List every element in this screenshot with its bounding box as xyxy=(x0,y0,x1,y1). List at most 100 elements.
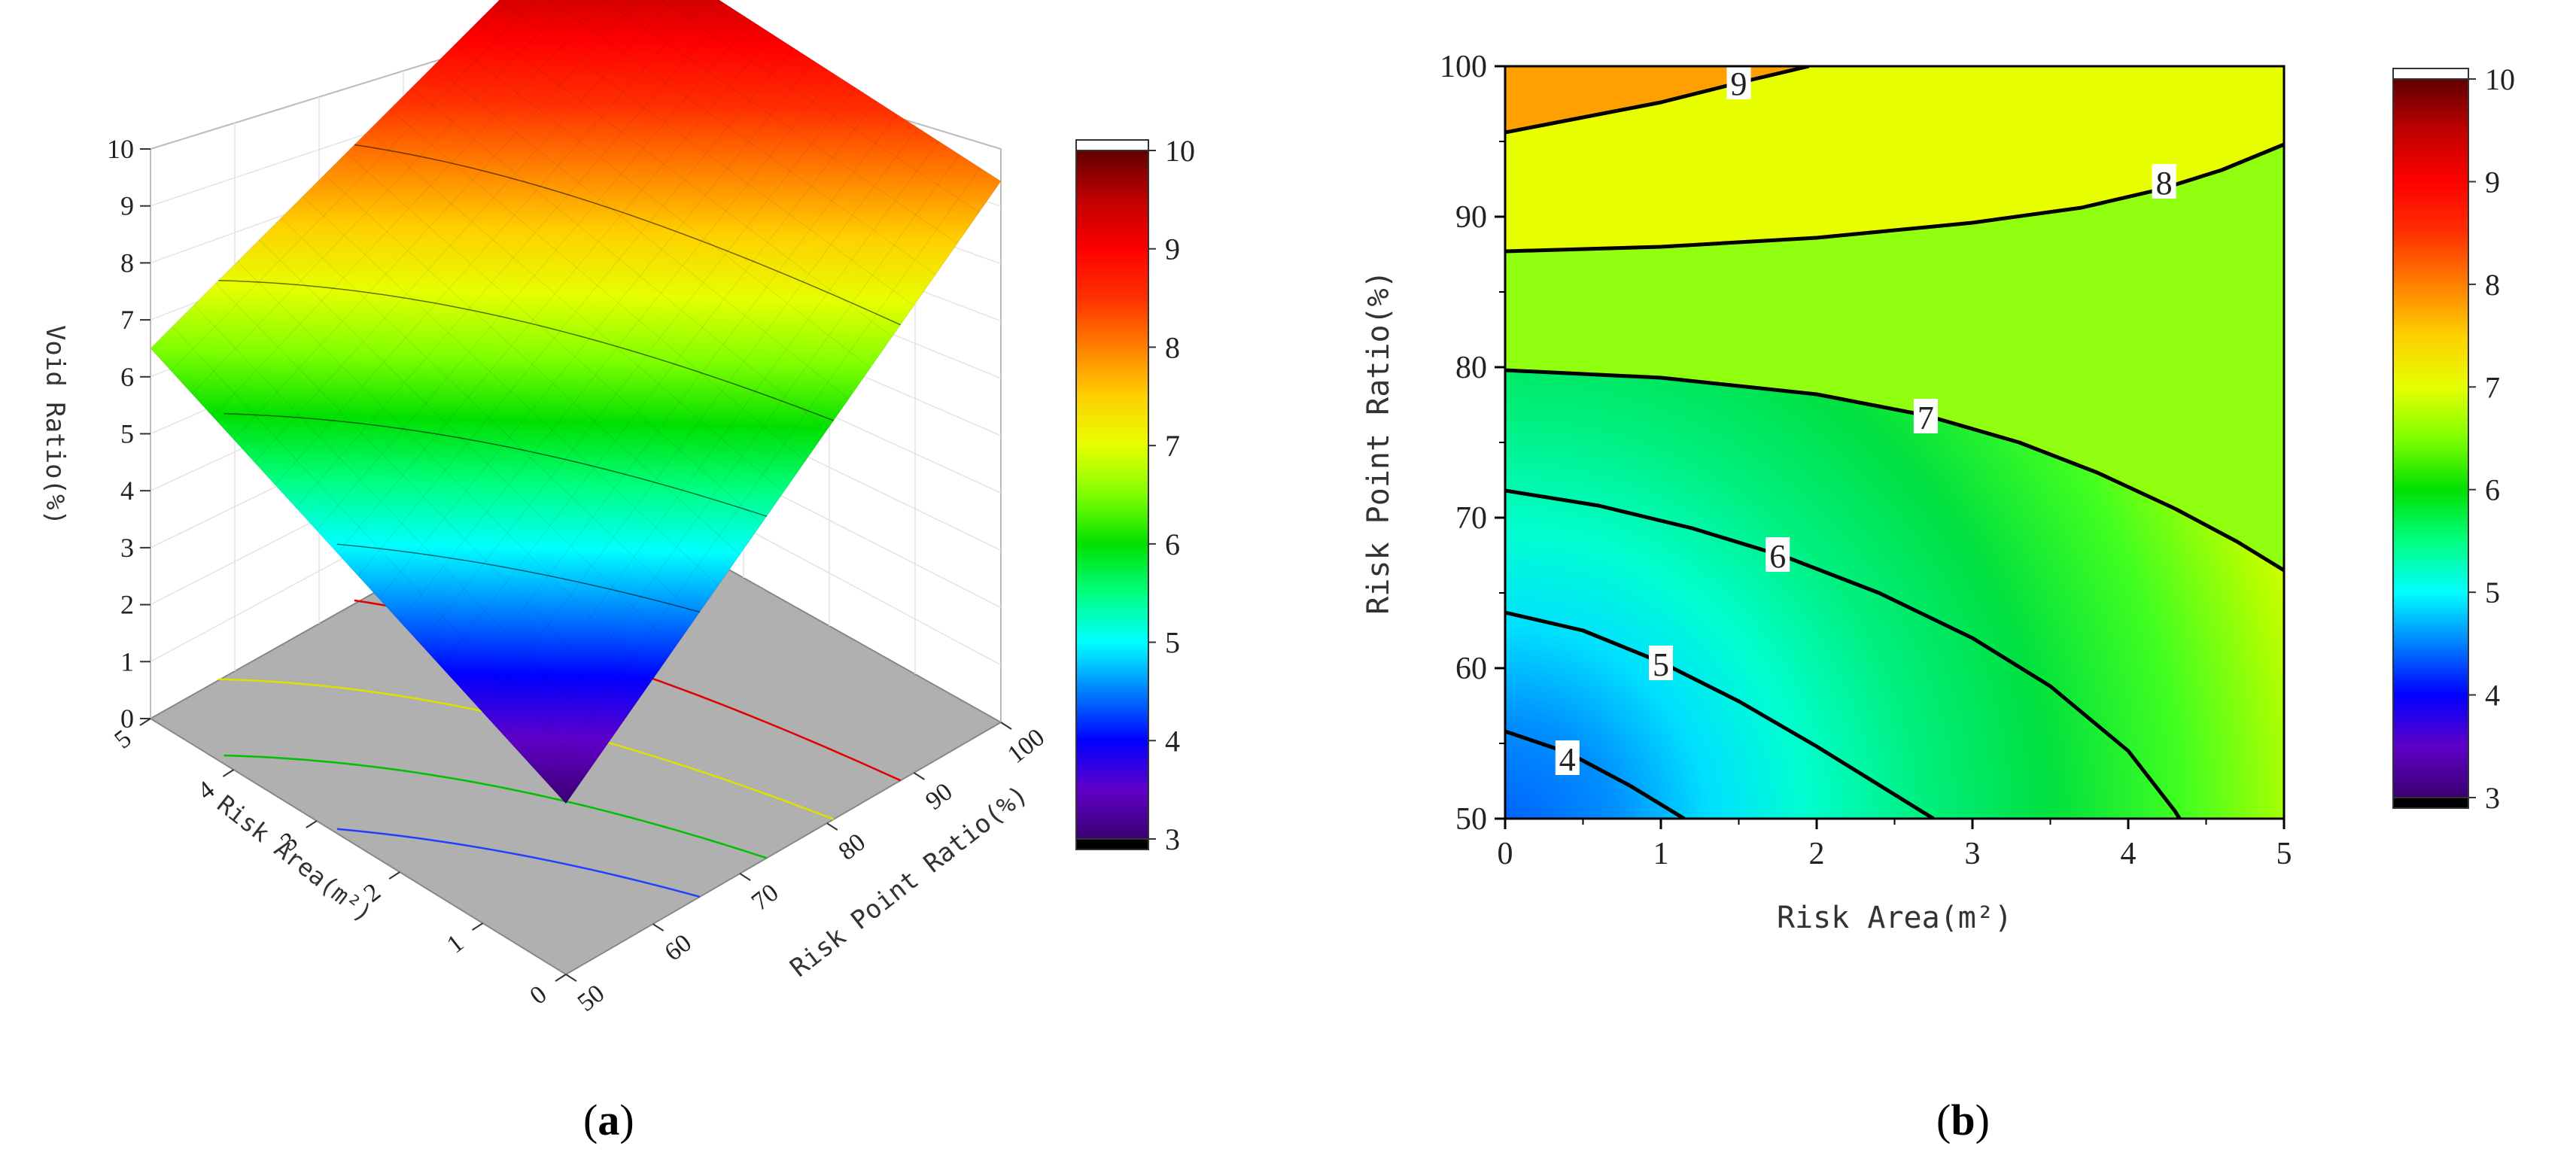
contour-colorbar: 3 4 5 6 7 8 9 10 xyxy=(2392,62,2515,815)
contour-label-9: 9 xyxy=(1731,65,1747,102)
y-tick-mark xyxy=(913,772,925,780)
surface-mesh-line xyxy=(420,87,856,645)
y-tick-mark xyxy=(652,923,665,932)
x-tick-label: 4 xyxy=(193,776,220,806)
colorbar-tick-label: 10 xyxy=(1165,134,1195,168)
y-tick-mark xyxy=(826,822,838,831)
x-tick-mark xyxy=(472,922,484,931)
z-tick-label: 3 xyxy=(120,533,134,563)
surface-patch xyxy=(151,0,1001,804)
y-tick-label: 70 xyxy=(747,879,784,916)
contour-label-bg xyxy=(1555,740,1580,775)
surface-mesh-line xyxy=(498,0,914,306)
x-tick-label: 4 xyxy=(2121,837,2137,871)
z-tick-label: 2 xyxy=(120,590,134,620)
surface-mesh-line xyxy=(233,0,640,440)
surface-contour-line xyxy=(336,543,701,613)
y-tick-label: 100 xyxy=(1002,723,1050,769)
surface-colorbar: 3 4 5 6 7 8 9 10 xyxy=(1075,134,1195,856)
surface-contour-line xyxy=(354,144,901,326)
surface-mesh-line xyxy=(254,0,673,463)
contour-label-8: 8 xyxy=(2156,165,2173,202)
contour-label-6: 6 xyxy=(1769,538,1786,575)
y-tick-mark xyxy=(565,974,577,982)
colorbar-overflow-cap xyxy=(1075,139,1149,151)
x-tick-label: 5 xyxy=(2276,837,2292,871)
surface-mesh-line xyxy=(718,0,1002,182)
surface-mesh-line xyxy=(399,74,835,622)
surface-mesh-line xyxy=(193,304,610,742)
z-tick-label: 7 xyxy=(120,305,134,335)
colorbar-tick-label: 7 xyxy=(1165,429,1180,463)
y-tick-label: 60 xyxy=(1455,652,1487,686)
y-tick-label: 90 xyxy=(920,778,958,816)
colorbar-tick-label: 10 xyxy=(2485,62,2515,96)
colorbar-bar xyxy=(2392,78,2469,798)
contour-level-labels: 4 5 6 7 8 9 xyxy=(1555,65,2176,778)
surface-mesh-line xyxy=(482,127,919,713)
colorbar-bar xyxy=(1075,150,1149,840)
colorbar-tick-label: 6 xyxy=(2485,473,2500,507)
surface-mesh-line xyxy=(603,0,958,244)
contour-label-7: 7 xyxy=(1918,400,1934,436)
contour-label-4: 4 xyxy=(1559,741,1576,778)
surface-mesh-line xyxy=(433,65,850,400)
colorbar-tick-label: 8 xyxy=(2485,268,2500,302)
y-tick-mark xyxy=(1000,722,1012,730)
surface-mesh-line xyxy=(345,152,762,524)
surface-mesh-line xyxy=(357,47,794,576)
x-tick-label: 0 xyxy=(1498,837,1513,871)
x-tick-label: 1 xyxy=(442,929,469,959)
x-tick-mark xyxy=(139,718,151,726)
surface-mesh-line xyxy=(150,348,567,804)
surface-mesh-line xyxy=(524,154,960,758)
z-tick-label: 8 xyxy=(120,248,134,278)
y-tick-label: 60 xyxy=(659,929,697,967)
y-tick-label: 80 xyxy=(1455,351,1487,385)
contour-line-5 xyxy=(1505,610,1935,819)
contour-label-bg xyxy=(1913,399,1938,433)
surface-mesh-line xyxy=(212,0,606,418)
x-tick-label: 1 xyxy=(1653,837,1669,871)
surface-mesh-line xyxy=(476,22,893,338)
x-tick-mark xyxy=(222,769,234,777)
colorbar-underflow-cap xyxy=(2392,797,2469,809)
colorbar-overflow-cap xyxy=(2392,68,2469,80)
surface-mesh-line xyxy=(324,174,741,555)
contour-label-bg xyxy=(1649,646,1673,680)
surface-z-axis-label: Void Ratio(%) xyxy=(40,325,70,525)
surface-mesh-line xyxy=(171,0,536,372)
x-tick-mark xyxy=(555,974,567,982)
y-tick-label: 50 xyxy=(573,980,610,1017)
colorbar-tick-label: 5 xyxy=(2485,576,2500,609)
contour-label-5: 5 xyxy=(1653,646,1669,683)
surface-mesh-line xyxy=(455,44,871,369)
floor-contour-line xyxy=(336,828,701,898)
surface-mesh-line xyxy=(549,0,936,275)
y-tick-label: 80 xyxy=(834,828,871,866)
colorbar-tick-label: 7 xyxy=(2485,370,2500,404)
surface-contour-line xyxy=(224,413,768,517)
z-tick-label: 1 xyxy=(120,646,134,676)
contour-lines xyxy=(1505,66,2284,819)
surface-mesh-line xyxy=(275,0,706,485)
colorbar-tick-label: 4 xyxy=(2485,679,2500,713)
surface-mesh-line xyxy=(379,60,814,599)
colorbar-tick-label: 5 xyxy=(1165,626,1180,660)
contour-line-7 xyxy=(1505,368,2284,573)
z-tick-label: 10 xyxy=(107,134,134,164)
x-tick-label: 3 xyxy=(1965,837,1981,871)
surface-mesh-line xyxy=(411,87,828,431)
contour-label-bg xyxy=(1726,65,1751,99)
contour-line-6 xyxy=(1505,488,2182,819)
y-tick-label: 70 xyxy=(1455,501,1487,536)
floor-contour-line xyxy=(224,754,768,859)
panel-a-caption: (a) xyxy=(583,1096,634,1144)
surface-mesh-line xyxy=(237,261,653,679)
surface-mesh-line xyxy=(191,0,571,394)
surface-mesh-line xyxy=(215,283,632,711)
contour-line-8 xyxy=(1505,142,2284,254)
contour-label-bg xyxy=(1765,537,1790,572)
panel-b-caption: (b) xyxy=(1936,1096,1990,1144)
